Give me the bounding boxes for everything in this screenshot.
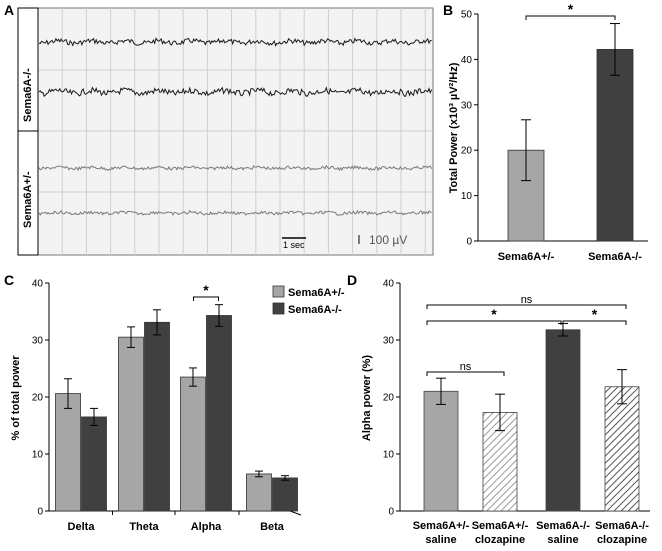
- panel-d-x-label-line1: Sema6A-/-: [536, 520, 590, 532]
- panel-c-x-label: Alpha: [191, 521, 222, 533]
- eeg-traces: [38, 37, 433, 216]
- panel-d-x-label-line2: clozapine: [475, 534, 525, 546]
- panel-d-comparison: [426, 320, 562, 325]
- panel-d-letter: D: [347, 272, 357, 288]
- panel-b-y-tick-label: 50: [461, 10, 473, 21]
- panel-c-significance: [193, 296, 219, 301]
- panel-c-significance-label: *: [203, 282, 209, 298]
- panel-d-y-tick-label: 30: [383, 336, 395, 347]
- panel-d-x-label-line1: Sema6A+/-: [472, 520, 529, 532]
- panel-c-bar: [55, 393, 81, 512]
- panel-d-comparison: [426, 371, 505, 376]
- panel-c-x-label: Theta: [129, 521, 159, 533]
- panel-b-x-label: Sema6A-/-: [588, 251, 642, 263]
- panel-d-ylabel: Alpha power (%): [361, 355, 373, 442]
- panel-d-x-label-line2: saline: [547, 534, 578, 546]
- panel-c-x-label: Delta: [68, 521, 96, 533]
- panel-c-bar: [272, 477, 298, 512]
- panel-d-y-tick-label: 40: [383, 279, 395, 290]
- eeg-trace: [38, 86, 433, 98]
- panel-d-comparison: [426, 304, 627, 309]
- eeg-trace: [38, 209, 432, 216]
- panel-c-y-tick-label: 30: [32, 336, 44, 347]
- panel-b-y-tick-label: 40: [461, 55, 473, 66]
- panel-c-bar: [180, 376, 206, 512]
- panel-c-x-label: Beta: [260, 521, 285, 533]
- panel-b-significance-label: *: [568, 1, 574, 17]
- panel-d-comparison-label: ns: [521, 294, 533, 306]
- panel-a-letter: A: [4, 2, 14, 18]
- panel-c-letter: C: [4, 272, 14, 288]
- panel-d-comparison-label: *: [592, 306, 598, 322]
- panel-c-y-tick-label: 0: [37, 507, 43, 518]
- panel-c-bar: [118, 336, 144, 512]
- panel-d-bar: [545, 329, 581, 512]
- panel-c-bar: [206, 315, 232, 512]
- panel-d-x-label-line2: clozapine: [597, 534, 647, 546]
- eeg-trace: [38, 164, 433, 172]
- panel-c-y-tick-label: 40: [32, 279, 44, 290]
- panel-d-y-tick-label: 0: [388, 507, 394, 518]
- panel-c-bar: [246, 473, 272, 512]
- panel-c-ylabel: % of total power: [10, 355, 22, 441]
- panel-b-y-tick-label: 20: [461, 146, 473, 157]
- panel-c: C % of total power 0 10 20 30 40 Delta Theta Al…: [4, 272, 345, 533]
- panel-b-y-tick-label: 30: [461, 100, 473, 111]
- panel-c-x-tick: [289, 510, 302, 516]
- panel-d-comparison: [562, 320, 627, 325]
- panel-d-x-label-line2: saline: [425, 534, 456, 546]
- panel-b: B Total Power (x10³ µV²/Hz) 0 10 20 30 40 50 S…: [443, 1, 648, 263]
- panel-c-legend-swatch: [272, 302, 285, 315]
- time-scale-label: 1 sec: [283, 240, 305, 250]
- panel-c-legend-swatch: [272, 285, 285, 298]
- panel-d-x-label-line1: Sema6A-/-: [595, 520, 649, 532]
- panel-a: A Sema6A-/- Sema6A+/- 1 sec 100 µV: [4, 2, 434, 256]
- panel-b-x-label: Sema6A+/-: [498, 251, 555, 263]
- panel-c-legend-label: Sema6A-/-: [288, 304, 342, 316]
- panel-c-legend-label: Sema6A+/-: [288, 287, 345, 299]
- panel-c-y-tick-label: 10: [32, 450, 44, 461]
- panel-c-bar: [81, 416, 107, 512]
- panel-b-y-tick-label: 10: [461, 191, 473, 202]
- panel-b-letter: B: [443, 2, 453, 18]
- panel-d-y-tick-label: 20: [383, 393, 395, 404]
- panel-b-bar: [596, 49, 634, 242]
- panel-c-bar: [144, 321, 170, 512]
- panel-d-bar: [423, 390, 459, 512]
- panel-b-ylabel: Total Power (x10³ µV²/Hz): [448, 62, 460, 193]
- panel-d-y-tick-label: 10: [383, 450, 395, 461]
- panel-d-bar: [604, 386, 640, 512]
- panel-d: D Alpha power (%) 0 10 20 30 40 Sema6A+/- sali…: [347, 272, 650, 546]
- amplitude-scale-label: 100 µV: [369, 233, 407, 247]
- panel-c-y-tick-label: 20: [32, 393, 44, 404]
- panel-d-comparison-label: *: [491, 306, 497, 322]
- panel-d-x-label-line1: Sema6A+/-: [413, 520, 470, 532]
- eeg-trace: [38, 37, 432, 47]
- panel-b-y-tick-label: 0: [466, 237, 472, 248]
- panel-b-significance: [525, 15, 616, 20]
- row-label-ko: Sema6A-/-: [22, 68, 34, 122]
- row-label-het: Sema6A+/-: [22, 171, 34, 228]
- panel-d-comparison-label: ns: [460, 361, 472, 373]
